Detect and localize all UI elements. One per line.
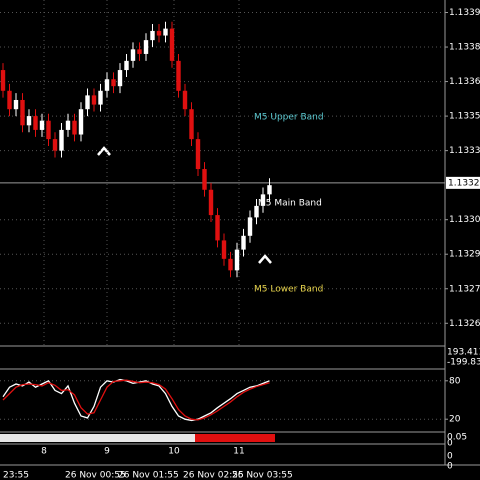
candle-body — [221, 240, 227, 259]
y-tick-label: 1.13260 — [449, 319, 480, 329]
y-tick-label: 1.13365 — [449, 77, 480, 87]
y-tick-label: 80 — [449, 376, 461, 386]
y-tick-label: 1.13275 — [449, 284, 480, 294]
candle-body — [104, 79, 110, 91]
x-tick-label: 26 Nov 03:55 — [232, 471, 293, 480]
candle-body — [189, 109, 194, 140]
current-price-box — [446, 176, 480, 189]
candle-body — [195, 139, 201, 170]
candle-body — [254, 205, 259, 218]
panel-frame — [0, 0, 480, 466]
x-tick-label: 26 Nov 02:55 — [183, 471, 244, 480]
indicator-label: 193.4114 — [447, 348, 480, 358]
candle-body — [72, 120, 77, 135]
candle-body — [267, 185, 272, 195]
x-tick-label: 26 Nov 00:55 — [65, 471, 126, 480]
period-label: 11 — [233, 447, 244, 457]
y-tick-label: 1.13335 — [449, 146, 480, 156]
candle-body — [241, 235, 246, 250]
y-tick-label: 1.13350 — [449, 112, 480, 122]
candle-body — [208, 189, 214, 216]
candle-body — [7, 90, 12, 110]
candle-body — [130, 49, 136, 61]
candle-body — [124, 60, 129, 71]
period-label: 8 — [41, 447, 47, 457]
period-label: 9 — [104, 447, 110, 457]
candle-body — [247, 217, 253, 236]
candle-body — [150, 30, 155, 41]
candle-body — [0, 70, 6, 91]
y-tick-label: 20 — [449, 415, 461, 425]
candle-body — [13, 99, 19, 110]
current-price-label: 1.13321 — [448, 178, 480, 188]
candle-body — [20, 99, 25, 126]
candle-body — [137, 49, 142, 54]
band-label: M5 Upper Band — [254, 113, 324, 123]
candle-body — [65, 120, 71, 130]
candle-body — [91, 95, 97, 105]
panel-label: 0 — [447, 452, 453, 462]
candle-body — [169, 28, 175, 61]
candle-body — [117, 70, 123, 87]
candle-body — [33, 116, 38, 130]
panel-label: 0 — [447, 439, 453, 449]
candle-body — [176, 60, 181, 91]
candle-body — [228, 258, 233, 271]
candle-body — [46, 120, 51, 140]
candle-body — [52, 139, 58, 151]
indicator-label: -199.836 — [447, 358, 480, 368]
panel-label: 0.05 — [447, 433, 467, 443]
candle-body — [163, 28, 168, 36]
candle-body — [182, 90, 188, 110]
candle-body — [202, 169, 207, 190]
candle-body — [143, 40, 149, 54]
band-label: M5 Main Band — [258, 199, 322, 209]
buy-arrows — [97, 146, 272, 264]
candle-body — [98, 90, 103, 105]
y-tick-label: 1.13305 — [449, 215, 480, 225]
candle-body — [215, 215, 220, 241]
candle-body — [260, 194, 266, 206]
candle-body — [234, 249, 240, 271]
y-tick-label: 1.13395 — [449, 8, 480, 18]
panel-label: 0 — [447, 462, 453, 472]
y-tick-label: 1.13380 — [449, 43, 480, 53]
signal-bars — [0, 434, 275, 442]
x-tick-label: 26 Nov 01:55 — [118, 471, 179, 480]
candle-body — [26, 116, 32, 126]
candle-body — [39, 120, 45, 130]
candle-body — [111, 79, 116, 87]
candle-body — [156, 30, 162, 36]
candle-body — [78, 109, 84, 135]
oscillator-line — [2, 379, 270, 421]
y-tick-label: 1.13290 — [449, 250, 480, 260]
candle-body — [85, 95, 90, 110]
period-label: 10 — [168, 447, 180, 457]
x-tick-label: 23:55 — [3, 471, 29, 480]
band-label: M5 Lower Band — [254, 285, 323, 295]
candle-body — [59, 129, 64, 151]
